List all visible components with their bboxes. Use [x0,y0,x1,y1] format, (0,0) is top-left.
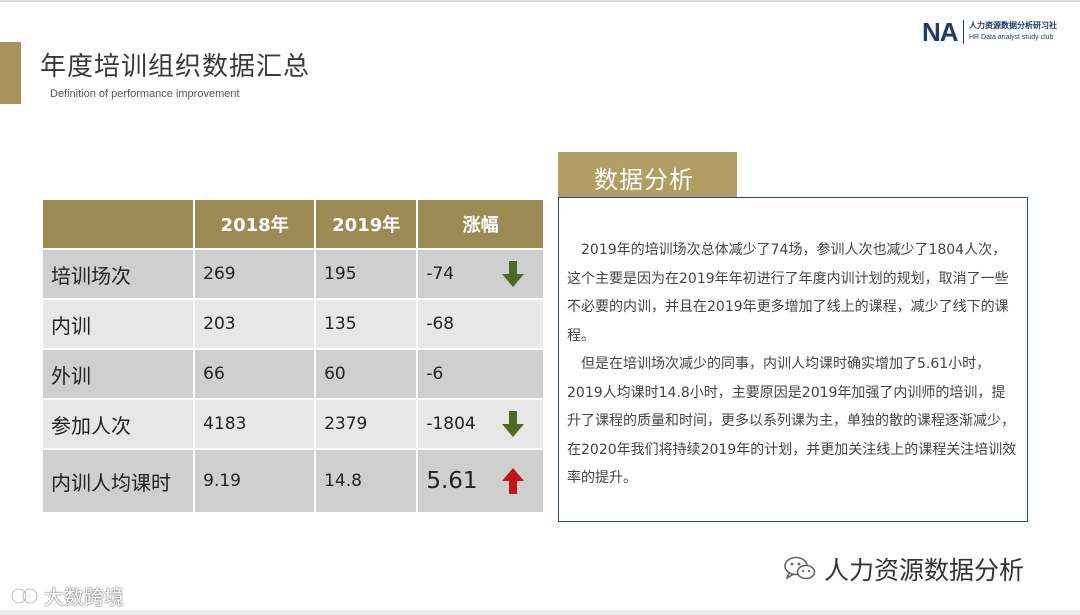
cell-2019: 195 [314,248,419,300]
cell-2019: 135 [314,298,419,350]
cell-2019: 14.8 [314,448,419,514]
title-accent-bar [0,42,21,104]
watermark-logo-icon [10,587,39,604]
up-arrow-icon [502,468,524,494]
header-cell-2019: 2019年 [314,198,419,250]
logo-mark: NA [922,17,959,47]
cell-2018: 269 [193,248,317,300]
table-row: 内训人均课时 9.19 14.8 5.61 [40,448,545,514]
logo-name-cn: 人力资源数据分析研习社 [969,21,1057,30]
cell-2018: 9.19 [193,448,317,514]
analysis-tab-label: 数据分析 [594,166,694,194]
table-row: 内训 203 135 -68 [40,298,545,350]
header-cell-2018: 2018年 [193,198,317,250]
row-label: 内训 [40,298,196,350]
analysis-tab: 数据分析 [558,152,737,198]
table-row: 培训场次 269 195 -74 [40,248,545,300]
analysis-paragraph: 2019年的培训场次总体减少了74场，参训人次也减少了1804人次，这个主要是因… [567,242,1009,344]
cell-change: -74 [416,248,545,300]
page-subtitle: Definition of performance improvement [50,88,240,100]
bottom-divider [0,610,1080,615]
wechat-icon [784,556,816,580]
header-cell-change: 涨幅 [416,198,545,250]
logo-name-en: HR Data analyst study club [969,34,1054,41]
analysis-panel: 2019年的培训场次总体减少了74场，参训人次也减少了1804人次，这个主要是因… [558,197,1028,522]
top-divider [0,0,1080,2]
cell-change: -68 [416,298,545,350]
cell-change: -6 [416,348,545,400]
down-arrow-icon [502,411,524,437]
cell-change: 5.61 [416,448,545,514]
change-value: -74 [426,264,455,284]
row-label: 培训场次 [40,248,196,300]
cell-2018: 203 [193,298,317,350]
cell-change: -1804 [416,398,545,450]
wechat-account-name: 人力资源数据分析 [824,556,1025,585]
row-label: 内训人均课时 [40,448,196,514]
table-header-row: 2018年 2019年 涨幅 [40,198,545,250]
cell-2019: 60 [314,348,419,400]
logo-separator [963,20,964,44]
cell-2019: 2379 [314,398,419,450]
down-arrow-icon [502,261,524,287]
wechat-account: 人力资源数据分析 [784,551,1024,587]
analysis-text: 2019年的培训场次总体减少了74场，参训人次也减少了1804人次，这个主要是因… [567,236,1019,493]
row-label: 外训 [40,348,196,400]
table-row: 外训 66 60 -6 [40,348,545,400]
change-value: -1804 [426,414,476,434]
watermark-text: 大数跨境 [44,585,124,609]
cell-2018: 66 [193,348,317,400]
training-stats-table: 2018年 2019年 涨幅 培训场次 269 195 -74 内训 203 1… [40,198,545,514]
watermark: 大数跨境 [10,581,124,610]
cell-2018: 4183 [193,398,317,450]
header-cell-empty [40,198,196,250]
row-label: 参加人次 [40,398,196,450]
analysis-paragraph: 但是在培训场次减少的同事，内训人均课时确实增加了5.61小时，2019人均课时1… [567,356,1017,486]
change-value: 5.61 [426,468,478,494]
table-row: 参加人次 4183 2379 -1804 [40,398,545,450]
page-title: 年度培训组织数据汇总 [40,52,311,82]
